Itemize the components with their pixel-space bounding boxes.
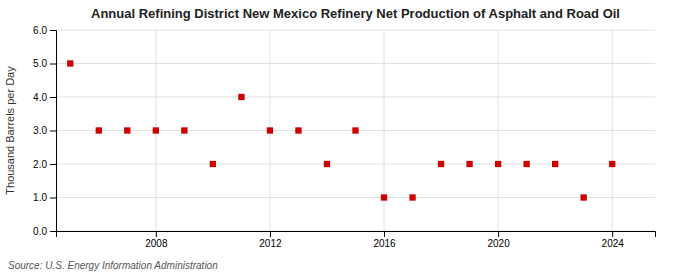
x-tick: 2008 bbox=[145, 231, 168, 249]
point bbox=[581, 194, 587, 200]
point bbox=[381, 194, 387, 200]
point bbox=[238, 94, 244, 100]
y-tick-mark bbox=[50, 97, 56, 98]
y-tick-label: 0.0 bbox=[33, 226, 47, 237]
y-tick-label: 2.0 bbox=[33, 159, 47, 170]
x-tick: 2016 bbox=[373, 231, 396, 249]
x-axis-line bbox=[57, 232, 656, 238]
y-tick-mark bbox=[50, 164, 56, 165]
point bbox=[552, 161, 558, 167]
point bbox=[67, 60, 73, 66]
point bbox=[295, 127, 301, 133]
y-tick: 6.0 bbox=[33, 25, 56, 36]
x-tick-mark bbox=[156, 231, 157, 237]
x-tick-mark bbox=[612, 231, 613, 237]
x-axis: 2008 2012 2016 2020 2024 bbox=[57, 231, 656, 249]
plot: 2008 2012 2016 2020 2024 0.0 1.0 2.0 3.0 4.0 5.0 6.… bbox=[33, 25, 655, 249]
y-tick-label: 6.0 bbox=[33, 25, 47, 36]
y-tick-mark bbox=[50, 30, 56, 31]
y-tick-label: 4.0 bbox=[33, 92, 47, 103]
y-tick-mark bbox=[50, 198, 56, 199]
point bbox=[438, 161, 444, 167]
grid bbox=[56, 30, 655, 231]
y-tick-mark bbox=[50, 64, 56, 65]
title: Annual Refining District New Mexico Refi… bbox=[91, 6, 620, 21]
chart: 2008 2012 2016 2020 2024 0.0 1.0 2.0 3.0 4.0 5.0 6.… bbox=[0, 0, 675, 275]
point bbox=[324, 161, 330, 167]
y-tick-label: 5.0 bbox=[33, 58, 47, 69]
grid-line-y bbox=[56, 164, 655, 165]
x-tick-label: 2024 bbox=[602, 238, 625, 249]
point bbox=[523, 161, 529, 167]
y-tick: 5.0 bbox=[33, 58, 56, 69]
y-tick: 3.0 bbox=[33, 125, 56, 136]
y-tick-label: 3.0 bbox=[33, 125, 47, 136]
point bbox=[181, 127, 187, 133]
point bbox=[124, 127, 130, 133]
x-tick-label: 2016 bbox=[373, 238, 396, 249]
y-tick: 4.0 bbox=[33, 92, 56, 103]
point bbox=[153, 127, 159, 133]
x-tick-label: 2020 bbox=[487, 238, 510, 249]
grid-line-y bbox=[56, 97, 655, 98]
x-tick-mark bbox=[270, 231, 271, 237]
grid-line-y bbox=[56, 197, 655, 198]
point bbox=[609, 161, 615, 167]
source-note: Source: U.S. Energy Information Administ… bbox=[8, 260, 218, 271]
y-tick-mark bbox=[50, 131, 56, 132]
point bbox=[466, 161, 472, 167]
x-tick-mark bbox=[498, 231, 499, 237]
y-tick: 0.0 bbox=[33, 226, 56, 237]
x-tick-mark bbox=[384, 231, 385, 237]
x-tick-label: 2012 bbox=[259, 238, 282, 249]
x-tick: 2024 bbox=[602, 231, 625, 249]
point bbox=[409, 194, 415, 200]
x-tick: 2012 bbox=[259, 231, 282, 249]
y-axis: 0.0 1.0 2.0 3.0 4.0 5.0 6.0 bbox=[33, 25, 56, 237]
y-axis-title: Thousand Barrels per Day bbox=[4, 66, 16, 195]
y-tick-label: 1.0 bbox=[33, 192, 47, 203]
points bbox=[67, 60, 615, 200]
point bbox=[495, 161, 501, 167]
point bbox=[96, 127, 102, 133]
grid-line-y bbox=[56, 30, 655, 31]
x-tick-label: 2008 bbox=[145, 238, 168, 249]
grid-line-y bbox=[56, 63, 655, 64]
point bbox=[267, 127, 273, 133]
point bbox=[210, 161, 216, 167]
y-tick: 1.0 bbox=[33, 192, 56, 203]
x-tick: 2020 bbox=[487, 231, 510, 249]
point bbox=[352, 127, 358, 133]
y-axis-line bbox=[50, 31, 57, 232]
y-tick-mark bbox=[50, 231, 56, 232]
y-tick: 2.0 bbox=[33, 159, 56, 170]
